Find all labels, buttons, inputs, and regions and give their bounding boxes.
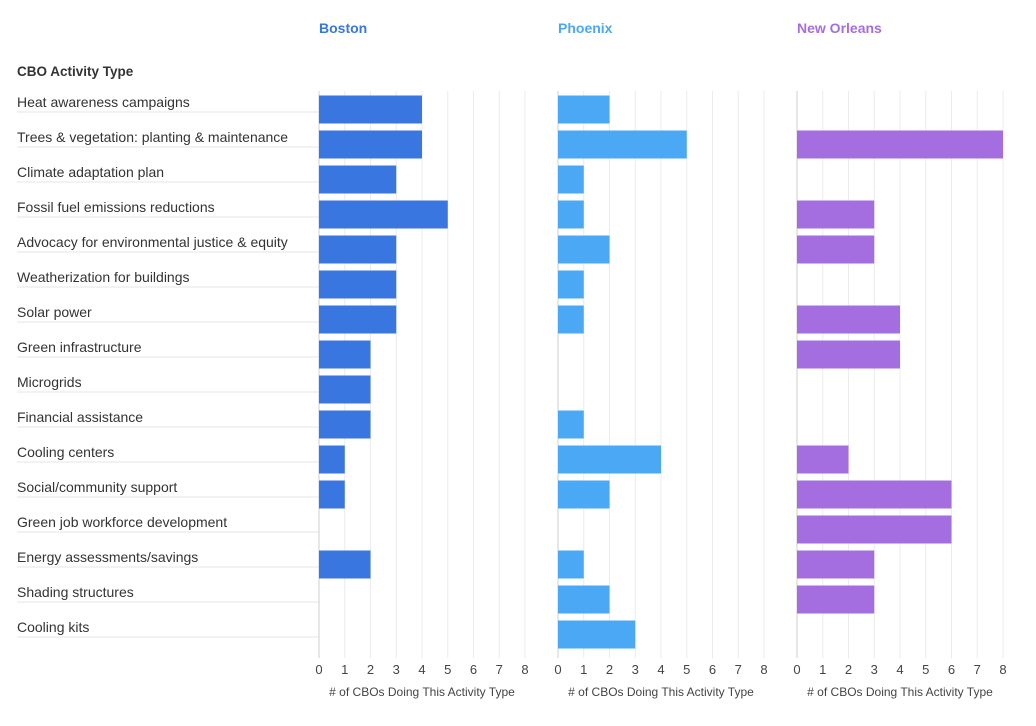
bar	[797, 550, 875, 579]
bar	[319, 235, 397, 264]
x-tick-label: 0	[315, 662, 322, 677]
x-tick-label: 5	[683, 662, 690, 677]
panel: Boston 0 1 2 3 4 5 6 7 8 # of CBOs Doing This Acti…	[315, 20, 528, 699]
bar	[797, 130, 1003, 159]
bar	[319, 480, 345, 509]
category-label: Climate adaptation plan	[17, 164, 164, 180]
bar	[558, 480, 610, 509]
x-tick-label: 1	[341, 662, 348, 677]
x-tick-label: 4	[418, 662, 425, 677]
bar	[558, 585, 610, 614]
panels: Boston 0 1 2 3 4 5 6 7 8 # of CBOs Doing This Acti…	[315, 20, 1006, 699]
bar	[319, 305, 397, 334]
category-label: Cooling centers	[17, 444, 114, 460]
bar	[319, 550, 371, 579]
x-tick-label: 4	[896, 662, 903, 677]
bar	[558, 270, 584, 299]
x-tick-label: 6	[709, 662, 716, 677]
x-tick-label: 4	[657, 662, 664, 677]
bar	[319, 445, 345, 474]
panel: Phoenix 0 1 2 3 4 5 6 7 8 # of CBOs Doing This Act…	[554, 20, 767, 699]
x-tick-label: 7	[496, 662, 503, 677]
bar	[319, 270, 397, 299]
bar	[558, 445, 661, 474]
category-label: Solar power	[17, 304, 92, 320]
series-title: Phoenix	[558, 20, 613, 36]
category-label: Heat awareness campaigns	[17, 94, 190, 110]
bar	[797, 445, 849, 474]
x-tick-label: 3	[393, 662, 400, 677]
x-tick-label: 6	[470, 662, 477, 677]
bar	[558, 410, 584, 439]
category-label: Advocacy for environmental justice & equ…	[17, 234, 288, 250]
bar	[558, 165, 584, 194]
bar	[319, 375, 371, 404]
x-tick-label: 1	[580, 662, 587, 677]
category-list: Heat awareness campaigns Trees & vegetati…	[17, 94, 319, 638]
x-tick-label: 2	[606, 662, 613, 677]
bar	[319, 130, 422, 159]
x-tick-label: 7	[974, 662, 981, 677]
bar	[797, 585, 875, 614]
bar	[319, 340, 371, 369]
x-tick-label: 0	[793, 662, 800, 677]
bar	[319, 200, 448, 229]
category-label: Weatherization for buildings	[17, 269, 190, 285]
category-label: Trees & vegetation: planting & maintenan…	[17, 129, 288, 145]
bar	[319, 410, 371, 439]
category-label: Green infrastructure	[17, 339, 142, 355]
category-label: Social/community support	[17, 479, 177, 495]
series-title: New Orleans	[797, 20, 882, 36]
category-label: Microgrids	[17, 374, 82, 390]
category-label: Green job workforce development	[17, 514, 227, 530]
bar	[797, 200, 875, 229]
bar	[558, 620, 636, 649]
category-header: CBO Activity Type	[17, 64, 134, 79]
x-tick-label: 8	[521, 662, 528, 677]
category-label: Energy assessments/savings	[17, 549, 198, 565]
category-label: Fossil fuel emissions reductions	[17, 199, 215, 215]
x-tick-label: 2	[845, 662, 852, 677]
x-axis-label: # of CBOs Doing This Activity Type	[329, 685, 515, 699]
bar	[558, 235, 610, 264]
x-axis-label: # of CBOs Doing This Activity Type	[568, 685, 754, 699]
bar	[797, 480, 952, 509]
bar	[797, 340, 900, 369]
bar	[558, 200, 584, 229]
x-tick-label: 6	[948, 662, 955, 677]
x-tick-label: 0	[554, 662, 561, 677]
bar	[797, 235, 875, 264]
x-tick-label: 8	[999, 662, 1006, 677]
bar	[558, 130, 687, 159]
series-title: Boston	[319, 20, 367, 36]
bar	[319, 95, 422, 124]
x-tick-label: 5	[444, 662, 451, 677]
x-tick-label: 3	[871, 662, 878, 677]
bar	[558, 95, 610, 124]
bar	[797, 305, 900, 334]
x-tick-label: 7	[735, 662, 742, 677]
category-label: Financial assistance	[17, 409, 143, 425]
bar	[797, 515, 952, 544]
category-label: Shading structures	[17, 584, 134, 600]
x-tick-label: 8	[760, 662, 767, 677]
x-axis-label: # of CBOs Doing This Activity Type	[807, 685, 993, 699]
x-tick-label: 3	[632, 662, 639, 677]
bar	[558, 550, 584, 579]
x-tick-label: 2	[367, 662, 374, 677]
panel: New Orleans 0 1 2 3 4 5 6 7 8 # of CBOs Doing This…	[793, 20, 1006, 699]
category-label: Cooling kits	[17, 619, 89, 635]
x-tick-label: 5	[922, 662, 929, 677]
bar	[558, 305, 584, 334]
bar	[319, 165, 397, 194]
x-tick-label: 1	[819, 662, 826, 677]
